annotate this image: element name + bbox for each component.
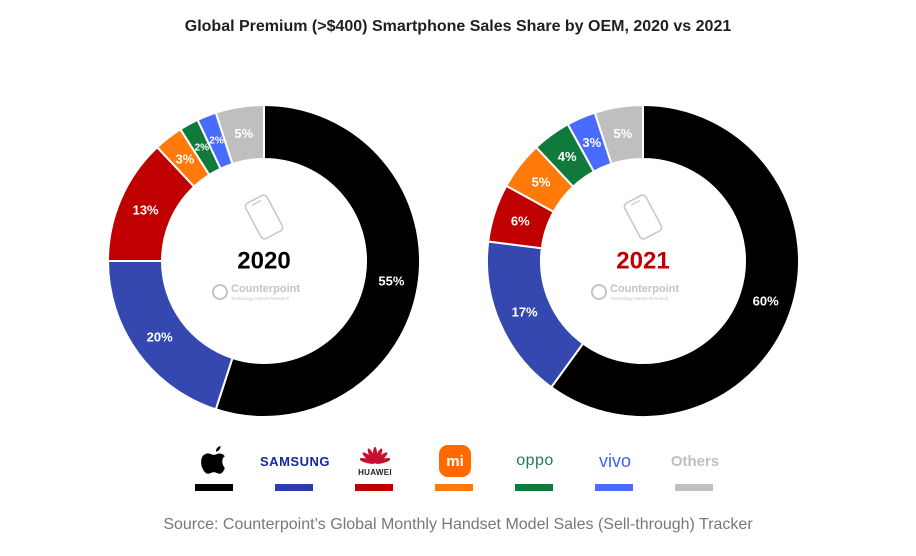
legend-item-huawei: HUAWEI [335, 440, 415, 494]
watermark-tagline: Technology Market Research [610, 296, 669, 301]
legend-swatch-xiaomi [435, 484, 473, 491]
donut-chart-2021: 60% 17% 6% 5% 4% 3% 5% 2021 CounterpointTechnolo… [486, 103, 800, 418]
legend-item-oppo: oppo [495, 440, 575, 494]
legend-swatch-vivo [595, 484, 633, 491]
data-label-samsung: 20% [147, 329, 173, 344]
slice-others [214, 103, 265, 166]
phone-icon [244, 194, 284, 240]
chart-title: Global Premium (>$400) Smartphone Sales … [184, 18, 732, 35]
data-label-oppo: 2% [195, 142, 210, 153]
samsung-logo: SAMSUNG [260, 453, 330, 469]
legend-swatch-others [675, 484, 713, 491]
data-label-xiaomi: 5% [532, 174, 551, 189]
data-label-huawei: 13% [133, 202, 159, 217]
data-label-vivo: 3% [582, 135, 601, 150]
data-label-others: 5% [234, 126, 253, 141]
data-label-huawei: 6% [511, 214, 530, 229]
data-label-others: 5% [613, 126, 632, 141]
legend-item-apple [175, 440, 255, 494]
xiaomi-logo: mi [415, 442, 495, 480]
legend-item-vivo: vivo [575, 440, 655, 494]
data-label-vivo: 2% [209, 136, 224, 147]
oppo-logo: oppo [516, 452, 554, 469]
watermark-tagline: Technology Market Research [231, 296, 290, 301]
huawei-flower-icon [360, 447, 390, 464]
legend: SAMSUNG HUAWEI [175, 440, 755, 500]
legend-item-samsung: SAMSUNG [255, 440, 335, 494]
center-year-label: 2021 [616, 248, 669, 275]
others-label: Others [670, 452, 720, 470]
huawei-logo: HUAWEI [335, 442, 415, 480]
legend-item-others: Others [655, 440, 735, 494]
data-label-apple: 55% [378, 274, 404, 289]
legend-item-xiaomi: mi [415, 440, 495, 494]
data-label-samsung: 17% [512, 305, 538, 320]
legend-swatch-samsung [275, 484, 313, 491]
legend-swatch-apple [195, 484, 233, 491]
source-note: Source: Counterpoint’s Global Monthly Ha… [163, 516, 753, 533]
phone-icon [623, 194, 663, 240]
data-label-oppo: 4% [558, 149, 577, 164]
apple-icon [175, 442, 255, 480]
legend-swatch-oppo [515, 484, 553, 491]
data-label-apple: 60% [753, 293, 779, 308]
slice-apple [549, 103, 800, 418]
center-year-label: 2020 [237, 248, 290, 275]
watermark-name: Counterpoint [231, 283, 300, 295]
data-label-xiaomi: 3% [176, 152, 195, 167]
legend-swatch-huawei [355, 484, 393, 491]
slice-apple [214, 103, 421, 418]
donut-chart-2020: 55%20%13%3%2%2% 5%2020CounterpointTechnol… [106, 103, 421, 418]
slice-others [593, 103, 644, 166]
watermark-name: Counterpoint [610, 283, 679, 295]
vivo-logo: vivo [598, 450, 631, 471]
